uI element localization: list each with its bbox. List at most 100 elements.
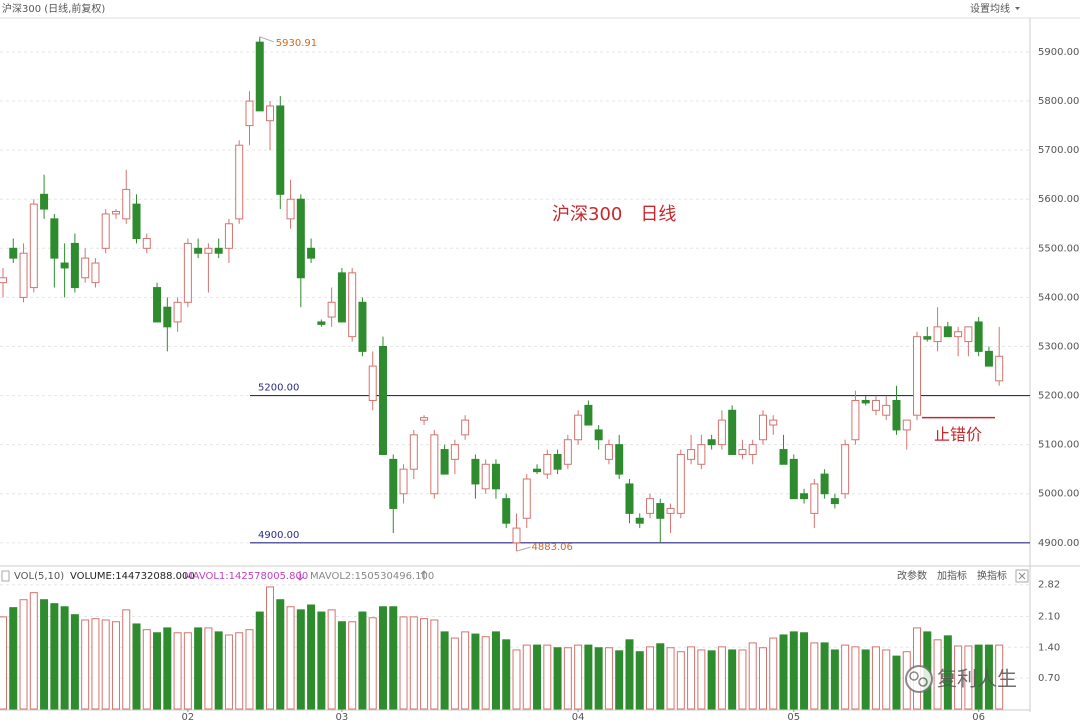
volume-bar [851,646,860,710]
volume-bar [646,646,655,710]
vol-header: MAVOL1:142578005.800 [184,571,308,582]
candle-body [553,453,562,470]
candle-body [820,473,829,495]
watermark-icon [905,665,933,693]
volume-bar [153,632,162,710]
volume-bar [964,645,973,710]
volume-bar [173,632,182,710]
candle-body [512,527,521,544]
candle-body [204,247,213,254]
volume-bar [789,631,798,710]
volume-bar [235,632,244,710]
volume-bar [871,646,880,710]
candle-body [656,503,665,519]
x-tick-label: 05 [787,712,800,723]
volume-bar [29,592,38,710]
candle-body [800,493,809,500]
volume-bar [91,618,100,710]
y-tick-label: 5100.00 [1038,440,1079,451]
candle-body [851,399,860,441]
volume-bar [810,642,819,710]
candle-body [317,321,326,325]
volume-bar [491,631,500,710]
annotation: 沪深300 日线 [552,204,676,225]
volume-bar [327,609,336,710]
volume-bar [224,634,233,710]
vol-header: MAVOL2:150530496.100 [310,571,434,582]
volume-bar [687,646,696,710]
x-tick-label: 03 [336,712,349,723]
low-label: 4883.06 [532,542,573,553]
y-tick-label: 0.70 [1038,673,1060,684]
volume-bar [676,651,685,710]
volume-bar [430,619,439,710]
volume-bar [800,632,809,710]
candle-body [707,439,716,446]
volume-bar [399,616,408,710]
candle-body [584,404,593,426]
candle-body [933,326,942,343]
candle-body [9,247,18,259]
volume-bar [522,644,531,710]
volume-bar [101,619,110,710]
set-ma-button[interactable]: 设置均线 [970,2,1010,15]
y-tick-label: 5000.00 [1038,489,1079,500]
candle-body [974,321,983,352]
panel-button[interactable]: 换指标 [977,569,1007,582]
candle-body [337,272,346,323]
candle-body [420,417,429,421]
candle-body [409,434,418,470]
candle-body [214,247,223,254]
watermark-icon [918,677,928,687]
watermark-icon [909,671,919,681]
volume-bar [574,644,583,710]
candle-body [758,414,767,441]
panel-button[interactable]: 改参数 [897,569,927,582]
watermark: 复利人生 [905,665,1017,693]
candle-body [594,429,603,441]
candle-body [697,444,706,465]
candle-body [183,242,192,303]
volume-bar [769,637,778,710]
candle-body [789,458,798,500]
volume-bar [296,609,305,710]
close-icon[interactable] [1018,572,1026,580]
candle-body [399,468,408,495]
candle-body [666,507,675,514]
volume-bar [9,607,18,710]
candle-body [389,458,398,509]
candle-body [964,326,973,343]
volume-bar [183,632,192,710]
candle-body [830,498,839,505]
stop-label: 止错价 [934,425,982,444]
volume-bar [214,631,223,710]
candle-body [502,498,511,524]
candle-body [810,483,819,514]
candle-body [0,277,7,284]
dropdown-arrow[interactable] [1015,7,1020,10]
candle-body [194,247,203,254]
candle-body [892,399,901,431]
candle-body [635,517,644,524]
volume-bar [450,637,459,710]
y-tick-label: 5600.00 [1038,194,1079,205]
volume-bar [543,644,552,710]
volume-bar [204,627,213,710]
candle-body [266,105,275,122]
volume-bar [728,649,737,710]
extreme-pointer [259,36,274,43]
watermark-text: 复利人生 [937,667,1017,691]
volume-bar [984,644,993,710]
candle-body [984,350,993,367]
panel-icon[interactable] [1,570,10,582]
volume-bar [820,642,829,710]
level-label: 4900.00 [258,530,299,541]
volume-bar [245,629,254,710]
panel-button[interactable]: 加指标 [937,569,967,582]
volume-bar [995,644,1004,710]
volume-bar [841,644,850,710]
volume-bar [122,609,131,710]
candle-body [882,404,891,416]
candle-body [543,453,552,475]
